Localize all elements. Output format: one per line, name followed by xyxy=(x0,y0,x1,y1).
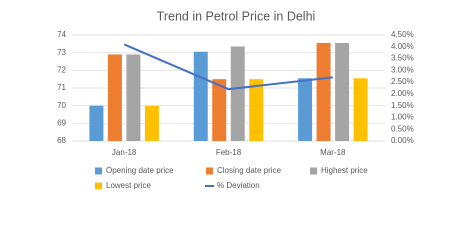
chart-title: Trend in Petrol Price in Delhi xyxy=(157,9,316,23)
y-tick-label: 69 xyxy=(57,118,66,127)
y2-tick-label: 1.50% xyxy=(391,101,414,110)
bar xyxy=(230,46,245,141)
y-tick-label: 73 xyxy=(57,48,66,57)
line-series xyxy=(123,43,333,91)
legend-swatch xyxy=(206,167,213,175)
x-tick-label: Mar-18 xyxy=(320,148,346,157)
legend-label: Highest price xyxy=(321,166,368,175)
y2-tick-label: 1.00% xyxy=(391,113,414,122)
y2-tick-label: 0.00% xyxy=(391,136,414,145)
bar xyxy=(353,78,368,141)
y2-tick-label: 4.50% xyxy=(391,30,414,39)
legend-label: Closing date price xyxy=(217,166,282,175)
legend-swatch xyxy=(95,182,102,190)
y2-tick-label: 2.50% xyxy=(391,77,414,86)
chart: Trend in Petrol Price in Delhi 68 69 70 71 7… xyxy=(57,9,414,190)
bar xyxy=(212,79,227,141)
y-tick-label: 71 xyxy=(57,83,66,92)
legend-label: Lowest price xyxy=(106,181,151,190)
bar xyxy=(107,54,122,141)
y2-tick-label: 3.50% xyxy=(391,54,414,63)
bar xyxy=(335,42,350,142)
legend-label: Opening date price xyxy=(106,166,174,175)
bar xyxy=(249,79,264,141)
bar xyxy=(126,54,141,141)
legend-label: % Deviation xyxy=(217,181,260,190)
bar xyxy=(316,42,331,142)
y-tick-label: 68 xyxy=(57,136,66,145)
legend-swatch xyxy=(310,167,317,175)
bar xyxy=(298,78,313,141)
y-tick-label: 70 xyxy=(57,101,66,110)
bar xyxy=(144,105,159,141)
x-tick-label: Jan-18 xyxy=(112,148,137,157)
bar xyxy=(193,51,208,141)
y-tick-label: 72 xyxy=(57,65,66,74)
y2-tick-label: 2.00% xyxy=(391,89,414,98)
y2-tick-label: 4.00% xyxy=(391,42,414,51)
bar xyxy=(89,105,104,141)
y-tick-label: 74 xyxy=(57,30,66,39)
y2-tick-label: 3.00% xyxy=(391,65,414,74)
legend-swatch xyxy=(95,167,102,175)
x-tick-label: Feb-18 xyxy=(216,148,242,157)
y2-tick-label: 0.50% xyxy=(391,124,414,133)
